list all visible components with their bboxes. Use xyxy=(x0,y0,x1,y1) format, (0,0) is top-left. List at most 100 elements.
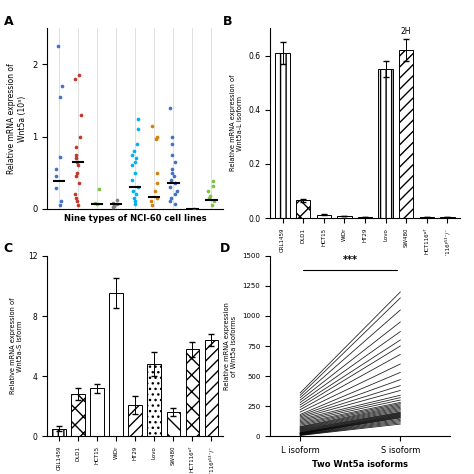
Bar xyxy=(358,217,372,218)
Bar xyxy=(205,340,218,436)
Point xyxy=(72,155,80,162)
Point xyxy=(128,176,136,183)
Point xyxy=(168,165,176,173)
Point xyxy=(133,155,140,162)
Point xyxy=(133,140,141,147)
Y-axis label: Relative mRNA expression of
Wnt5a-L isoform: Relative mRNA expression of Wnt5a-L isof… xyxy=(230,75,243,172)
Point xyxy=(135,126,142,133)
Point xyxy=(131,158,138,165)
Point xyxy=(207,192,214,200)
Point xyxy=(74,162,82,169)
Point xyxy=(56,201,64,209)
Text: C: C xyxy=(4,242,13,255)
Point xyxy=(130,187,137,194)
Bar xyxy=(128,405,142,436)
Bar xyxy=(296,201,310,218)
Point xyxy=(172,180,179,187)
Text: 2H: 2H xyxy=(401,27,411,36)
Point xyxy=(73,158,81,165)
Point xyxy=(95,185,103,193)
Point xyxy=(54,43,62,50)
Point xyxy=(132,200,139,207)
Point xyxy=(134,183,142,191)
Point xyxy=(73,194,80,201)
Point xyxy=(169,140,176,147)
Bar xyxy=(337,216,352,218)
Point xyxy=(53,173,60,180)
Point xyxy=(56,93,64,100)
Point xyxy=(166,198,173,205)
Text: A: A xyxy=(4,15,13,28)
Text: D: D xyxy=(220,242,230,255)
Text: B: B xyxy=(223,15,232,27)
Point xyxy=(56,153,64,161)
Point xyxy=(153,194,161,201)
Point xyxy=(72,151,80,158)
Point xyxy=(148,122,156,129)
Point xyxy=(113,201,120,208)
Point xyxy=(109,203,117,211)
Point xyxy=(75,72,83,79)
Point xyxy=(74,201,82,209)
Point xyxy=(168,151,175,158)
Point xyxy=(73,173,80,180)
Point xyxy=(210,182,217,189)
Bar xyxy=(147,364,161,436)
Point xyxy=(172,200,179,207)
Point xyxy=(128,151,136,158)
Point xyxy=(168,169,175,176)
Point xyxy=(148,201,156,209)
Point xyxy=(154,133,161,140)
Point xyxy=(71,75,78,82)
Bar xyxy=(166,412,180,436)
Bar xyxy=(378,69,393,218)
Point xyxy=(130,147,137,155)
Point xyxy=(153,180,161,187)
Point xyxy=(72,144,80,151)
Point xyxy=(168,133,176,140)
Point xyxy=(209,201,216,209)
Point xyxy=(75,180,82,187)
Point xyxy=(72,191,79,198)
Point xyxy=(109,199,117,207)
Point xyxy=(167,194,175,201)
Bar xyxy=(71,394,84,436)
Bar xyxy=(317,215,331,218)
Point xyxy=(93,201,101,208)
Point xyxy=(129,162,137,169)
Point xyxy=(171,191,179,198)
X-axis label: Cell lines: Cell lines xyxy=(343,269,387,278)
Point xyxy=(130,194,137,201)
Bar xyxy=(90,388,104,436)
Point xyxy=(166,183,174,191)
Point xyxy=(190,205,198,212)
X-axis label: Two Wnt5a isoforms: Two Wnt5a isoforms xyxy=(312,460,408,469)
Point xyxy=(147,198,155,205)
Point xyxy=(132,191,140,198)
Point xyxy=(170,173,177,180)
Point xyxy=(73,198,81,205)
Point xyxy=(76,133,84,140)
Point xyxy=(91,199,99,207)
Bar xyxy=(399,50,413,218)
Point xyxy=(131,169,139,176)
Point xyxy=(173,187,180,194)
Point xyxy=(131,198,139,205)
Y-axis label: Relative mRNA expression of
Wnt5a (10³): Relative mRNA expression of Wnt5a (10³) xyxy=(8,63,27,174)
Point xyxy=(73,169,81,176)
Bar xyxy=(419,217,434,218)
Y-axis label: Relative mRNA expression
of Wnt5a isoforms: Relative mRNA expression of Wnt5a isofor… xyxy=(224,302,237,390)
Point xyxy=(209,177,217,185)
Point xyxy=(210,198,218,205)
Point xyxy=(172,158,179,165)
Point xyxy=(110,202,118,210)
Point xyxy=(205,195,212,202)
Point xyxy=(53,165,60,173)
Point xyxy=(134,115,142,122)
Point xyxy=(154,169,161,176)
Point xyxy=(151,187,159,194)
Text: ***: *** xyxy=(343,255,358,265)
Y-axis label: Relative mRNA expression of
Wnt5a-S isform: Relative mRNA expression of Wnt5a-S isfo… xyxy=(9,298,23,394)
Point xyxy=(58,82,66,90)
Point xyxy=(77,111,85,118)
